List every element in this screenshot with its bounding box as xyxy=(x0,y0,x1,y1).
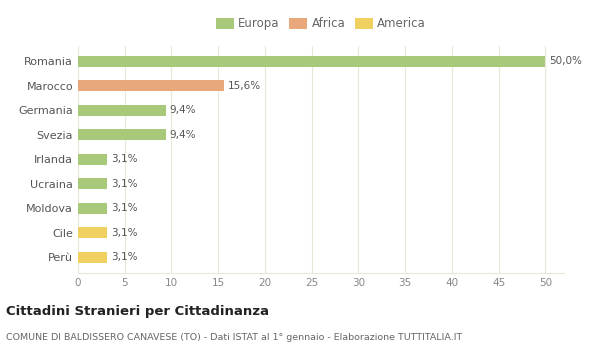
Text: 3,1%: 3,1% xyxy=(111,154,137,164)
Text: 3,1%: 3,1% xyxy=(111,203,137,213)
Bar xyxy=(78,203,107,214)
Text: Cittadini Stranieri per Cittadinanza: Cittadini Stranieri per Cittadinanza xyxy=(6,304,269,317)
Bar xyxy=(78,227,107,238)
Bar xyxy=(78,252,107,262)
Text: 3,1%: 3,1% xyxy=(111,179,137,189)
Legend: Europa, Africa, America: Europa, Africa, America xyxy=(214,15,428,33)
Text: 9,4%: 9,4% xyxy=(170,105,196,115)
Text: 9,4%: 9,4% xyxy=(170,130,196,140)
Bar xyxy=(78,178,107,189)
Bar xyxy=(78,80,224,91)
Bar xyxy=(78,129,166,140)
Bar xyxy=(78,154,107,165)
Text: 15,6%: 15,6% xyxy=(227,81,260,91)
Text: COMUNE DI BALDISSERO CANAVESE (TO) - Dati ISTAT al 1° gennaio - Elaborazione TUT: COMUNE DI BALDISSERO CANAVESE (TO) - Dat… xyxy=(6,332,462,342)
Text: 3,1%: 3,1% xyxy=(111,252,137,262)
Bar xyxy=(78,105,166,116)
Text: 3,1%: 3,1% xyxy=(111,228,137,238)
Bar xyxy=(78,56,545,67)
Text: 50,0%: 50,0% xyxy=(549,56,582,66)
